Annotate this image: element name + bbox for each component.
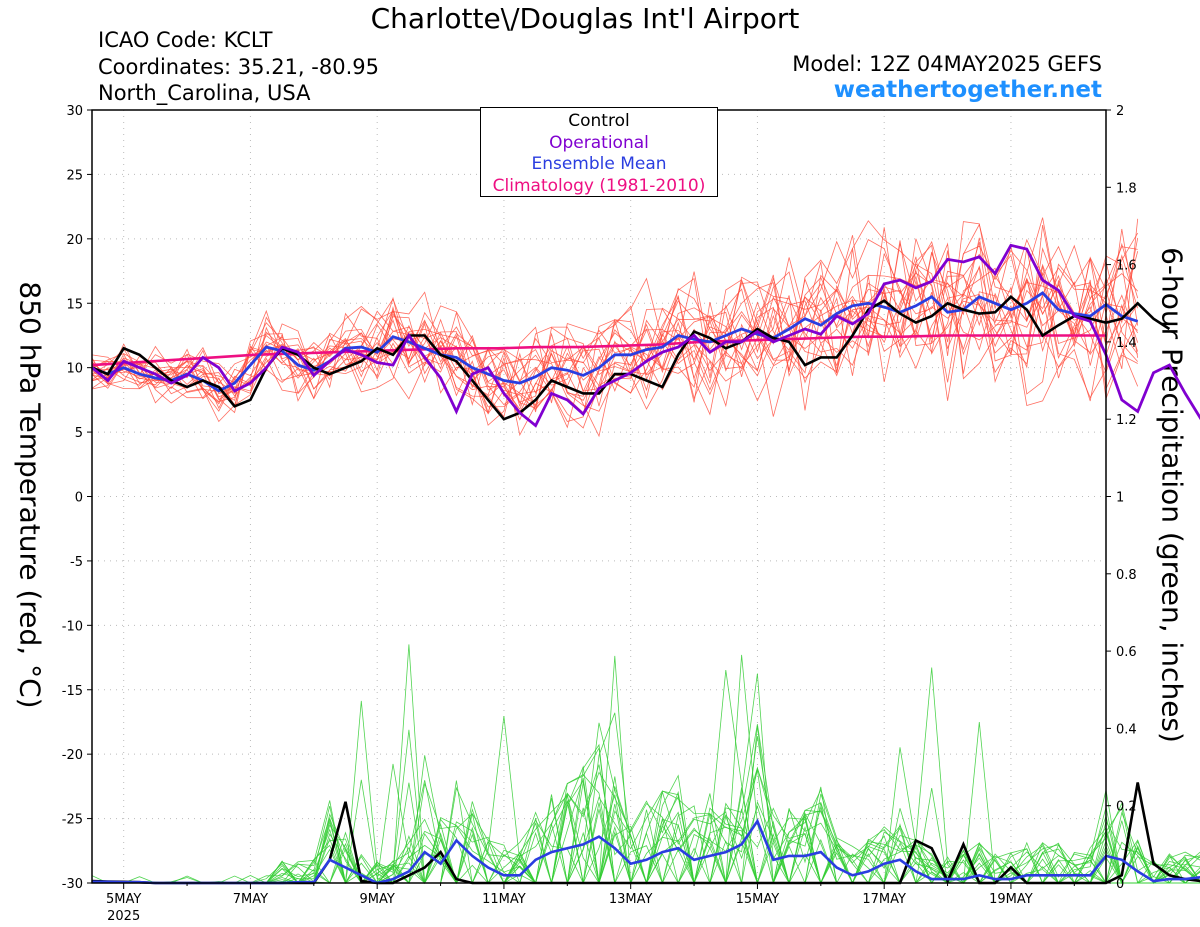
y-tick-label-right: 2 [1116,104,1124,119]
page-title: Charlotte\/Douglas Int'l Airport [370,2,800,35]
x-tick-label: 11MAY [482,892,526,907]
y-tick-label-left: -10 [62,619,83,634]
x-tick-label: 5MAY [106,892,141,907]
temp-member-line [91,235,1139,421]
legend-ensemble-mean: Ensemble Mean [531,154,667,174]
y-tick-label-right: 0.4 [1116,722,1137,737]
legend-control: Control [568,111,630,131]
x-tick-label: 19MAY [989,892,1033,907]
region: North_Carolina, USA [98,81,311,105]
precip-member-line [91,779,1200,885]
y-tick-label-left: 20 [66,233,83,248]
precip-member-line [92,644,1200,884]
y-tick-label-right: 1.4 [1116,336,1137,351]
y-tick-label-right: 0.8 [1116,568,1137,583]
y-tick-label-left: 25 [66,168,83,183]
y-tick-label-left: 0 [75,491,83,506]
x-tick-sublabel: 2025 [107,909,140,924]
temp-member-line [91,254,1139,413]
y-tick-label-right: 1.6 [1116,259,1137,274]
icao-code: ICAO Code: KCLT [98,28,273,52]
y-tick-label-right: 1 [1116,491,1124,506]
x-tick-label: 13MAY [609,892,653,907]
model-run: Model: 12Z 04MAY2025 GEFS [792,52,1102,76]
y-tick-label-left: 5 [75,426,83,441]
precip-member-line [92,736,1200,885]
temp-member-line [91,232,1139,437]
precip-member-line [92,716,1200,885]
x-tick-label: 15MAY [736,892,780,907]
precip-member-line [92,779,1200,885]
precip-member-line [92,655,1200,885]
precip-member-line [92,712,1200,885]
y-tick-label-right: 0.6 [1116,645,1137,660]
legend-climatology: Climatology (1981-2010) [492,175,706,196]
precip-member-line [92,774,1200,885]
y-tick-label-right: 1.2 [1116,413,1137,428]
y-tick-label-left: 10 [66,362,83,377]
precip-member-line [92,747,1200,884]
temp-member-line [91,237,1139,414]
temp-member-line [91,249,1139,403]
precip-member-line [92,763,1200,885]
precip-member-line [92,667,1200,885]
y-tick-label-left: -30 [62,877,83,892]
temp-operational-line [91,243,1200,428]
precip-member-line [92,670,1200,885]
temp-member-line [91,237,1139,415]
chart-legend: Control Operational Ensemble Mean Climat… [480,107,718,197]
coordinates: Coordinates: 35.21, -80.95 [98,55,379,79]
site-link[interactable]: weathertogether.net [833,77,1102,103]
y-tick-label-left: 15 [66,297,83,312]
y-tick-label-left: -20 [62,748,83,763]
y-tick-label-right: 1.8 [1116,181,1137,196]
y-tick-label-right: 0 [1116,877,1124,892]
y-tick-label-left: -25 [62,813,83,828]
legend-operational: Operational [549,132,649,153]
temp-member-line [91,245,1138,412]
y-tick-label-left: -15 [62,684,83,699]
x-tick-label: 17MAY [862,892,906,907]
y-tick-label-left: 30 [66,104,83,119]
temp-member-line [91,256,1139,407]
plot-frame [91,109,1107,884]
x-tick-label: 7MAY [233,892,268,907]
temp-member-line [91,221,1139,438]
temp-member-line [91,227,1138,429]
x-tick-label: 9MAY [360,892,395,907]
precip-member-line [92,746,1200,885]
y-tick-label-left: -5 [70,555,83,570]
y-tick-label-right: 0.2 [1116,800,1137,815]
precip-member-line [92,654,1200,885]
